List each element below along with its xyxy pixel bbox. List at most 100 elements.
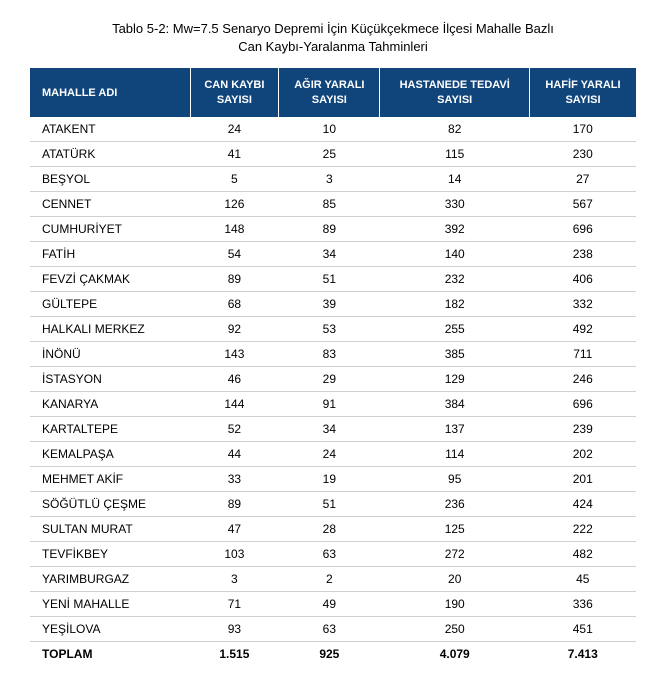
cell-value: 406: [530, 266, 636, 291]
title-line-1: Tablo 5-2: Mw=7.5 Senaryo Depremi İçin K…: [112, 21, 554, 36]
cell-name: İNÖNÜ: [30, 341, 190, 366]
cell-value: 103: [190, 541, 279, 566]
cell-name: ATAKENT: [30, 117, 190, 142]
cell-value: 51: [279, 491, 380, 516]
cell-value: 89: [279, 216, 380, 241]
cell-value: 115: [380, 141, 530, 166]
cell-value: 91: [279, 391, 380, 416]
cell-value: 148: [190, 216, 279, 241]
casualty-table: MAHALLE ADICAN KAYBISAYISIAĞIR YARALISAY…: [30, 68, 636, 671]
col-header-3: HASTANEDE TEDAVİSAYISI: [380, 68, 530, 117]
cell-value: 44: [190, 441, 279, 466]
cell-value: 47: [190, 516, 279, 541]
cell-value: 236: [380, 491, 530, 516]
cell-value: 190: [380, 591, 530, 616]
cell-value: 114: [380, 441, 530, 466]
cell-value: 39: [279, 291, 380, 316]
cell-value: 24: [190, 117, 279, 142]
cell-name: SULTAN MURAT: [30, 516, 190, 541]
cell-value: 24: [279, 441, 380, 466]
cell-value: 492: [530, 316, 636, 341]
cell-value: 3: [279, 166, 380, 191]
cell-value: 255: [380, 316, 530, 341]
cell-value: 201: [530, 466, 636, 491]
col-header-0: MAHALLE ADI: [30, 68, 190, 117]
cell-value: 336: [530, 591, 636, 616]
cell-value: 385: [380, 341, 530, 366]
cell-value: 52: [190, 416, 279, 441]
cell-value: 246: [530, 366, 636, 391]
cell-name: KANARYA: [30, 391, 190, 416]
cell-value: 137: [380, 416, 530, 441]
cell-value: 51: [279, 266, 380, 291]
total-value: 925: [279, 641, 380, 671]
table-row: BEŞYOL531427: [30, 166, 636, 191]
table-body: ATAKENT241082170ATATÜRK4125115230BEŞYOL5…: [30, 117, 636, 671]
cell-name: HALKALI MERKEZ: [30, 316, 190, 341]
cell-name: YEŞİLOVA: [30, 616, 190, 641]
cell-value: 34: [279, 241, 380, 266]
table-row: SULTAN MURAT4728125222: [30, 516, 636, 541]
cell-value: 71: [190, 591, 279, 616]
cell-value: 63: [279, 541, 380, 566]
total-value: 7.413: [530, 641, 636, 671]
cell-value: 126: [190, 191, 279, 216]
table-row: GÜLTEPE6839182332: [30, 291, 636, 316]
total-value: 1.515: [190, 641, 279, 671]
cell-value: 238: [530, 241, 636, 266]
cell-value: 92: [190, 316, 279, 341]
cell-value: 46: [190, 366, 279, 391]
cell-name: BEŞYOL: [30, 166, 190, 191]
total-value: 4.079: [380, 641, 530, 671]
cell-value: 41: [190, 141, 279, 166]
cell-value: 143: [190, 341, 279, 366]
cell-value: 49: [279, 591, 380, 616]
cell-value: 567: [530, 191, 636, 216]
cell-value: 424: [530, 491, 636, 516]
cell-value: 696: [530, 216, 636, 241]
total-label: TOPLAM: [30, 641, 190, 671]
cell-value: 144: [190, 391, 279, 416]
cell-value: 230: [530, 141, 636, 166]
table-row: SÖĞÜTLÜ ÇEŞME8951236424: [30, 491, 636, 516]
cell-name: YENİ MAHALLE: [30, 591, 190, 616]
table-row: ATATÜRK4125115230: [30, 141, 636, 166]
table-row: MEHMET AKİF331995201: [30, 466, 636, 491]
cell-value: 53: [279, 316, 380, 341]
table-header: MAHALLE ADICAN KAYBISAYISIAĞIR YARALISAY…: [30, 68, 636, 117]
table-row: YENİ MAHALLE7149190336: [30, 591, 636, 616]
table-row: HALKALI MERKEZ9253255492: [30, 316, 636, 341]
cell-value: 45: [530, 566, 636, 591]
cell-value: 33: [190, 466, 279, 491]
col-header-4: HAFİF YARALISAYISI: [530, 68, 636, 117]
cell-value: 89: [190, 266, 279, 291]
cell-value: 28: [279, 516, 380, 541]
cell-value: 330: [380, 191, 530, 216]
table-row: TEVFİKBEY10363272482: [30, 541, 636, 566]
table-row-total: TOPLAM1.5159254.0797.413: [30, 641, 636, 671]
col-header-1: CAN KAYBISAYISI: [190, 68, 279, 117]
table-row: FATİH5434140238: [30, 241, 636, 266]
cell-value: 89: [190, 491, 279, 516]
cell-value: 222: [530, 516, 636, 541]
cell-value: 25: [279, 141, 380, 166]
cell-value: 27: [530, 166, 636, 191]
col-header-2: AĞIR YARALISAYISI: [279, 68, 380, 117]
cell-value: 384: [380, 391, 530, 416]
cell-value: 272: [380, 541, 530, 566]
cell-value: 250: [380, 616, 530, 641]
cell-value: 14: [380, 166, 530, 191]
cell-value: 170: [530, 117, 636, 142]
cell-value: 392: [380, 216, 530, 241]
cell-value: 20: [380, 566, 530, 591]
cell-name: İSTASYON: [30, 366, 190, 391]
cell-name: MEHMET AKİF: [30, 466, 190, 491]
table-row: KEMALPAŞA4424114202: [30, 441, 636, 466]
cell-name: YARIMBURGAZ: [30, 566, 190, 591]
cell-value: 696: [530, 391, 636, 416]
cell-name: CUMHURİYET: [30, 216, 190, 241]
cell-name: KEMALPAŞA: [30, 441, 190, 466]
cell-value: 29: [279, 366, 380, 391]
table-row: KANARYA14491384696: [30, 391, 636, 416]
table-row: CUMHURİYET14889392696: [30, 216, 636, 241]
